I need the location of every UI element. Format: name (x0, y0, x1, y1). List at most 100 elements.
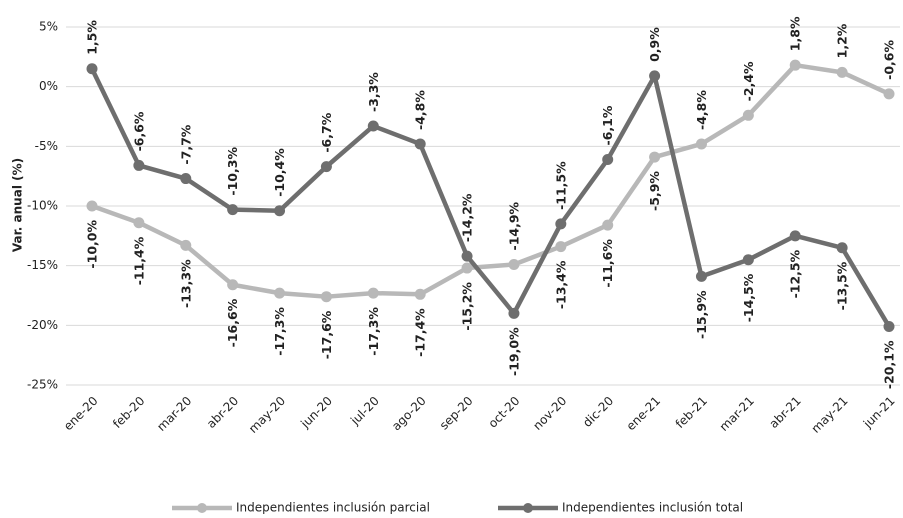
x-tick-label: abr-20 (204, 394, 241, 431)
data-label: -13,3% (178, 259, 193, 308)
data-label: -13,4% (553, 260, 568, 309)
point (227, 279, 239, 291)
data-label: -11,5% (553, 161, 568, 210)
data-label: -10,4% (272, 148, 287, 197)
y-tick-label: -10% (27, 199, 58, 213)
x-tick-label: feb-20 (110, 394, 147, 431)
point (133, 217, 145, 229)
data-label: -11,6% (600, 239, 615, 288)
data-label: -6,7% (319, 112, 334, 152)
x-tick-label: may-20 (246, 394, 288, 436)
point (86, 200, 98, 212)
point (508, 258, 520, 270)
x-tick-label: may-21 (809, 394, 851, 436)
data-label: -13,5% (835, 261, 850, 310)
data-label: -14,9% (506, 201, 521, 250)
x-tick-label: abr-21 (767, 394, 804, 431)
point (742, 254, 754, 266)
point (649, 70, 661, 82)
data-label: -12,5% (788, 249, 803, 298)
data-label: -3,3% (366, 72, 381, 112)
y-tick-label: -25% (27, 378, 58, 392)
x-tick-label: oct-20 (486, 394, 523, 431)
point (649, 151, 661, 163)
point (461, 250, 473, 262)
point (180, 239, 192, 251)
data-label: 0,9% (647, 27, 662, 62)
point (883, 88, 895, 100)
data-label: -19,0% (506, 327, 521, 376)
x-tick-label: nov-20 (530, 394, 569, 433)
x-tick-label: sep-20 (437, 394, 476, 433)
point (508, 307, 520, 319)
point (320, 161, 332, 173)
y-tick-label: 0% (39, 79, 58, 93)
x-tick-label: ene-20 (61, 394, 101, 434)
data-label: -6,1% (600, 105, 615, 145)
x-tick-label: ago-20 (389, 394, 429, 434)
x-tick-label: feb-21 (673, 394, 710, 431)
x-tick-label: jun-20 (297, 394, 335, 432)
point (836, 242, 848, 254)
point (274, 205, 286, 217)
data-label: -10,3% (225, 147, 240, 196)
y-tick-label: -5% (35, 139, 58, 153)
data-label: -17,3% (272, 307, 287, 356)
point (836, 66, 848, 78)
y-tick-label: -20% (27, 318, 58, 332)
data-label: -6,6% (131, 111, 146, 151)
data-label: -4,8% (694, 90, 709, 130)
point (227, 204, 239, 216)
point (695, 138, 707, 150)
point (602, 153, 614, 165)
point (461, 262, 473, 274)
point (414, 138, 426, 150)
point (414, 288, 426, 300)
legend-label: Independientes inclusión total (562, 501, 743, 515)
data-label: -17,6% (319, 310, 334, 359)
legend-label: Independientes inclusión parcial (236, 501, 430, 515)
data-label: 1,8% (788, 16, 803, 51)
data-label: -10,0% (85, 220, 100, 269)
point (133, 159, 145, 171)
point (789, 230, 801, 242)
data-label: -2,4% (741, 61, 756, 101)
data-label: -0,6% (882, 39, 897, 79)
x-tick-label: ene-21 (624, 394, 664, 434)
point (320, 291, 332, 303)
data-label: -14,2% (460, 193, 475, 242)
point (742, 109, 754, 121)
data-label: -20,1% (882, 340, 897, 389)
series-line (89, 67, 891, 328)
data-label: -15,9% (694, 290, 709, 339)
data-label: 1,2% (835, 23, 850, 58)
point (367, 287, 379, 299)
point (602, 219, 614, 231)
y-tick-label: 5% (39, 20, 58, 34)
point (555, 241, 567, 253)
x-tick-label: dic-20 (580, 394, 616, 430)
data-label: -4,8% (413, 90, 428, 130)
data-label: -15,2% (460, 282, 475, 331)
point (789, 59, 801, 71)
y-tick-label: -15% (27, 258, 58, 272)
legend-marker (523, 503, 533, 513)
x-tick-label: mar-21 (717, 394, 757, 434)
point (180, 173, 192, 185)
series-line (91, 62, 890, 299)
y-axis-title: Var. anual (%) (11, 158, 25, 252)
point (695, 270, 707, 282)
point (555, 218, 567, 230)
data-label: 1,5% (85, 20, 100, 55)
point (274, 287, 286, 299)
x-tick-label: mar-20 (154, 394, 194, 434)
data-label: -17,4% (413, 308, 428, 357)
data-label: -16,6% (225, 298, 240, 347)
point (86, 63, 98, 75)
x-tick-label: jun-21 (860, 394, 898, 432)
data-label: -17,3% (366, 307, 381, 356)
point (883, 321, 895, 333)
data-label: -14,5% (741, 273, 756, 322)
point (367, 120, 379, 132)
